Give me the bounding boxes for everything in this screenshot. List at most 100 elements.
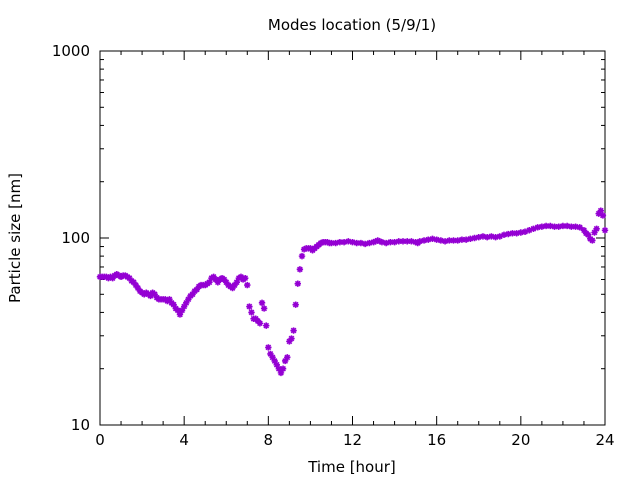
data-point — [576, 224, 583, 231]
x-axis-ticks: 0 4 8 12 16 20 24 — [95, 51, 615, 449]
data-point — [479, 233, 487, 240]
data-point — [292, 301, 299, 308]
data-point — [284, 354, 291, 361]
data-point — [568, 223, 575, 230]
data-point — [509, 230, 516, 237]
data-point — [437, 237, 445, 244]
data-point — [492, 233, 499, 241]
data-point — [273, 361, 280, 368]
data-point — [593, 225, 600, 232]
data-point — [275, 365, 283, 372]
data-point — [345, 238, 352, 245]
data-point — [170, 301, 177, 308]
data-point — [300, 246, 308, 253]
data-point — [237, 273, 245, 281]
data-point — [332, 239, 339, 247]
data-point — [132, 281, 139, 289]
data-point — [212, 276, 219, 283]
data-point — [229, 284, 236, 292]
data-point — [370, 238, 377, 246]
data-point — [328, 239, 335, 247]
data-point — [189, 291, 196, 298]
data-point — [193, 286, 200, 293]
data-point — [551, 223, 558, 230]
y-tick-label: 1000 — [52, 42, 90, 60]
data-point — [387, 238, 394, 246]
data-point — [281, 357, 289, 365]
data-point — [513, 230, 520, 237]
data-point — [166, 296, 173, 303]
data-point — [290, 327, 297, 334]
data-point — [178, 307, 186, 314]
data-point — [286, 338, 293, 345]
data-point — [505, 230, 512, 238]
data-point — [601, 227, 609, 234]
data-point — [399, 238, 407, 245]
data-point — [147, 292, 154, 300]
y-axis-label: Particle size [nm] — [6, 173, 24, 303]
data-point — [521, 228, 529, 235]
data-point — [584, 231, 592, 239]
data-point — [462, 236, 470, 243]
data-point — [488, 233, 495, 240]
data-point — [223, 279, 230, 286]
data-point — [206, 279, 213, 286]
data-points — [96, 207, 609, 377]
data-point — [246, 303, 253, 310]
data-point — [210, 273, 217, 281]
data-point — [214, 279, 222, 286]
data-point — [420, 237, 428, 244]
data-point — [542, 222, 550, 230]
data-point — [378, 238, 386, 246]
data-point — [265, 344, 272, 351]
data-point — [591, 229, 598, 236]
x-tick-label: 24 — [595, 431, 614, 449]
data-point — [454, 237, 461, 244]
data-point — [374, 237, 381, 244]
data-point — [433, 236, 440, 243]
data-point — [260, 305, 268, 312]
data-point — [277, 369, 285, 377]
data-point — [233, 279, 240, 286]
data-point — [425, 236, 432, 243]
data-point — [258, 299, 266, 307]
data-point — [534, 224, 541, 231]
data-point — [294, 280, 301, 287]
data-point — [382, 239, 390, 247]
data-point — [357, 239, 365, 247]
data-point — [372, 238, 379, 245]
x-axis-label: Time [hour] — [307, 458, 396, 476]
data-point — [340, 238, 348, 246]
data-point — [467, 235, 474, 243]
x-tick-label: 4 — [179, 431, 189, 449]
data-point — [597, 207, 604, 214]
data-point — [288, 335, 295, 342]
y-minor-ticks — [100, 59, 605, 370]
data-point — [412, 238, 419, 246]
data-point — [279, 365, 287, 372]
data-point — [324, 238, 331, 246]
y-axis-ticks: 10 100 1000 — [52, 42, 605, 434]
data-point — [176, 311, 184, 318]
y-tick-label: 100 — [61, 229, 90, 247]
data-point — [263, 322, 270, 329]
x-minor-ticks — [120, 51, 585, 425]
data-point — [298, 252, 306, 260]
x-tick-label: 0 — [95, 431, 105, 449]
data-point — [538, 223, 546, 230]
data-point — [416, 238, 424, 245]
plot-area-frame — [99, 50, 606, 426]
data-point — [256, 320, 264, 327]
data-point — [599, 212, 607, 219]
data-point — [174, 307, 182, 314]
data-point — [408, 238, 415, 245]
data-point — [580, 227, 588, 234]
data-point — [248, 309, 255, 316]
data-point — [130, 279, 137, 286]
data-point — [429, 235, 436, 243]
data-point — [589, 237, 596, 244]
data-point — [134, 284, 142, 292]
data-point — [267, 350, 274, 358]
data-point — [475, 233, 482, 241]
x-tick-label: 16 — [427, 431, 446, 449]
